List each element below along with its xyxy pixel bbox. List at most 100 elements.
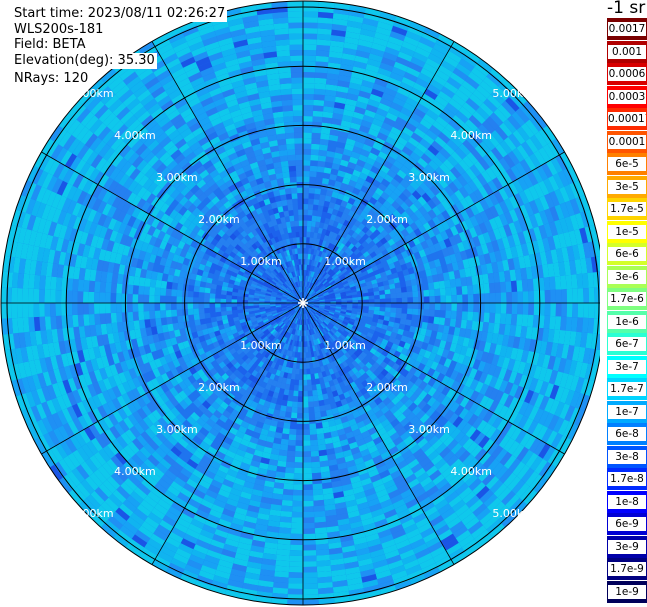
data-cell	[310, 445, 319, 452]
data-cell	[178, 390, 188, 400]
data-cell	[338, 249, 345, 256]
data-cell	[273, 315, 280, 320]
data-cell	[330, 299, 336, 302]
data-cell	[314, 314, 320, 319]
data-cell	[483, 312, 490, 323]
data-cell	[266, 277, 272, 283]
data-cell	[340, 309, 347, 313]
data-cell	[305, 270, 309, 276]
data-cell	[315, 326, 320, 333]
data-cell	[350, 151, 361, 160]
data-cell	[88, 291, 95, 303]
data-cell	[262, 328, 269, 335]
data-cell	[341, 444, 351, 452]
data-cell	[338, 217, 346, 225]
data-cell	[318, 349, 323, 356]
data-cell	[393, 141, 405, 151]
data-cell	[507, 235, 516, 248]
data-cell	[461, 422, 473, 435]
data-cell	[310, 271, 314, 277]
data-cell	[305, 253, 309, 260]
data-cell	[225, 405, 235, 414]
data-cell	[354, 241, 362, 249]
data-cell	[120, 432, 133, 445]
data-cell	[478, 222, 488, 235]
data-cell	[321, 482, 333, 489]
data-cell	[249, 338, 256, 345]
data-cell	[355, 135, 367, 144]
data-cell	[303, 467, 312, 474]
data-cell	[516, 280, 523, 292]
data-cell	[206, 131, 219, 142]
data-cell	[299, 281, 302, 287]
data-cell	[91, 198, 103, 212]
data-cell	[319, 300, 325, 303]
data-cell	[420, 427, 432, 438]
data-cell	[219, 427, 229, 437]
data-cell	[114, 362, 124, 374]
data-cell	[280, 438, 289, 446]
data-cell	[136, 198, 147, 210]
data-cell	[432, 274, 439, 283]
data-cell	[102, 203, 112, 216]
data-cell	[395, 196, 405, 206]
data-cell	[426, 322, 434, 331]
data-cell	[487, 413, 499, 426]
data-cell	[222, 263, 230, 270]
data-cell	[270, 397, 278, 404]
data-cell	[170, 367, 180, 378]
data-cell	[262, 336, 268, 342]
data-cell	[407, 117, 420, 128]
data-cell	[435, 428, 447, 440]
data-cell	[308, 304, 314, 307]
data-cell	[282, 324, 287, 330]
data-cell	[422, 133, 435, 145]
data-cell	[332, 347, 339, 354]
data-cell	[256, 379, 264, 387]
data-cell	[353, 378, 362, 387]
data-cell	[442, 450, 455, 463]
data-cell	[286, 299, 293, 302]
data-cell	[182, 257, 191, 266]
data-cell	[256, 80, 269, 88]
data-cell	[283, 483, 294, 490]
data-cell	[110, 282, 118, 294]
data-cell	[320, 314, 327, 320]
data-cell	[307, 204, 314, 211]
data-cell	[395, 312, 402, 319]
data-cell	[450, 458, 463, 471]
data-cell	[167, 485, 181, 497]
data-cell	[491, 333, 499, 345]
data-cell	[295, 324, 299, 330]
data-cell	[294, 451, 303, 457]
data-cell	[167, 274, 174, 283]
data-cell	[495, 303, 501, 314]
data-cell	[350, 327, 357, 334]
data-cell	[341, 386, 348, 394]
data-cell	[267, 287, 273, 292]
data-cell	[237, 303, 243, 307]
data-cell	[291, 290, 296, 296]
data-cell	[91, 258, 99, 271]
data-cell	[143, 303, 150, 312]
data-cell	[258, 367, 265, 375]
data-cell	[344, 494, 356, 503]
data-cell	[200, 374, 209, 383]
data-cell	[340, 293, 347, 297]
data-cell	[345, 202, 353, 210]
data-cell	[282, 110, 294, 118]
data-cell	[363, 303, 369, 307]
data-cell	[294, 462, 303, 468]
data-cell	[190, 184, 200, 195]
data-cell	[328, 419, 336, 427]
data-cell	[394, 317, 401, 324]
data-cell	[83, 220, 93, 234]
data-cell	[386, 169, 397, 179]
data-cell	[450, 151, 463, 164]
data-cell	[398, 323, 406, 331]
data-cell	[270, 150, 280, 158]
data-cell	[303, 105, 314, 111]
data-cell	[219, 169, 229, 179]
data-cell	[296, 341, 299, 347]
data-cell	[333, 496, 346, 504]
